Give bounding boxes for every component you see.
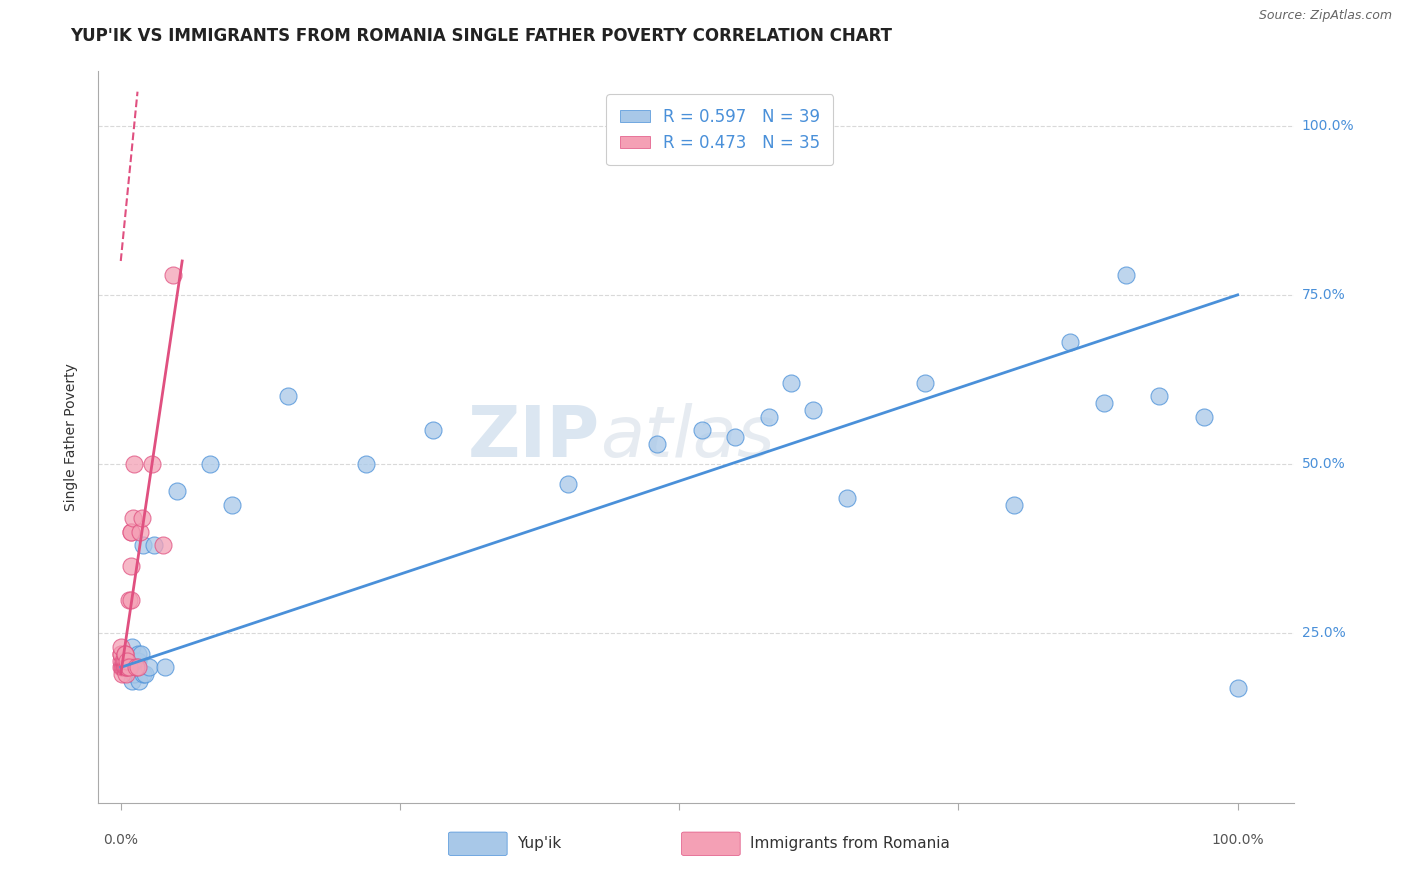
Point: [115, 660, 138, 674]
Point: [127, 647, 149, 661]
Point: [221, 498, 243, 512]
Point: [128, 524, 150, 539]
Point: [557, 477, 579, 491]
Point: [114, 654, 136, 668]
Text: Source: ZipAtlas.com: Source: ZipAtlas.com: [1258, 9, 1392, 22]
Point: [114, 647, 136, 661]
Text: 25.0%: 25.0%: [1302, 626, 1346, 640]
Point: [120, 592, 142, 607]
Point: [120, 558, 142, 573]
Text: YUP'IK VS IMMIGRANTS FROM ROMANIA SINGLE FATHER POVERTY CORRELATION CHART: YUP'IK VS IMMIGRANTS FROM ROMANIA SINGLE…: [70, 27, 893, 45]
Point: [118, 660, 141, 674]
Point: [110, 640, 132, 654]
Point: [110, 654, 132, 668]
Point: [112, 660, 135, 674]
Point: [1059, 335, 1081, 350]
Point: [120, 524, 142, 539]
Point: [138, 660, 160, 674]
Point: [645, 437, 668, 451]
Point: [131, 511, 153, 525]
Text: Immigrants from Romania: Immigrants from Romania: [749, 837, 949, 851]
Point: [1149, 389, 1171, 403]
Point: [121, 673, 143, 688]
Text: 100.0%: 100.0%: [1212, 833, 1264, 847]
Point: [127, 654, 149, 668]
Point: [125, 660, 148, 674]
Point: [780, 376, 803, 390]
FancyBboxPatch shape: [449, 832, 508, 855]
Point: [127, 660, 149, 674]
Point: [155, 660, 177, 674]
Point: [758, 409, 780, 424]
Point: [122, 667, 145, 681]
Point: [124, 660, 146, 674]
Point: [110, 647, 132, 661]
Point: [115, 667, 138, 681]
Text: 75.0%: 75.0%: [1302, 288, 1346, 301]
Point: [162, 268, 184, 282]
Point: [122, 457, 145, 471]
Point: [117, 660, 139, 674]
Point: [122, 511, 145, 525]
Text: 50.0%: 50.0%: [1302, 458, 1346, 471]
Point: [690, 423, 713, 437]
Point: [1092, 396, 1115, 410]
Point: [1115, 268, 1137, 282]
Point: [111, 667, 134, 681]
Point: [801, 403, 824, 417]
Point: [129, 647, 152, 661]
Point: [114, 647, 136, 661]
Text: 100.0%: 100.0%: [1302, 119, 1354, 133]
Point: [112, 660, 135, 674]
Text: Yup'ik: Yup'ik: [517, 837, 561, 851]
Point: [835, 491, 858, 505]
Point: [1192, 409, 1215, 424]
Point: [132, 538, 155, 552]
Point: [117, 660, 139, 674]
Legend: R = 0.597   N = 39, R = 0.473   N = 35: R = 0.597 N = 39, R = 0.473 N = 35: [606, 95, 834, 165]
Point: [1002, 498, 1025, 512]
Point: [111, 654, 134, 668]
Point: [128, 673, 150, 688]
Point: [166, 484, 188, 499]
Point: [114, 660, 136, 674]
Point: [724, 430, 747, 444]
Point: [134, 667, 156, 681]
Point: [110, 660, 132, 674]
Point: [117, 654, 139, 668]
Point: [121, 640, 143, 654]
Point: [277, 389, 299, 403]
Point: [111, 660, 134, 674]
Point: [141, 457, 163, 471]
Point: [110, 647, 132, 661]
Text: ZIP: ZIP: [468, 402, 600, 472]
Point: [1226, 681, 1249, 695]
Point: [152, 538, 174, 552]
Point: [117, 592, 139, 607]
Point: [111, 660, 134, 674]
Point: [132, 667, 155, 681]
Point: [114, 647, 136, 661]
FancyBboxPatch shape: [682, 832, 740, 855]
Point: [143, 538, 166, 552]
Y-axis label: Single Father Poverty: Single Father Poverty: [63, 363, 77, 511]
Text: atlas: atlas: [600, 402, 775, 472]
Point: [198, 457, 221, 471]
Point: [112, 654, 135, 668]
Point: [914, 376, 936, 390]
Point: [114, 660, 136, 674]
Point: [422, 423, 444, 437]
Point: [120, 524, 142, 539]
Text: 0.0%: 0.0%: [103, 833, 138, 847]
Point: [356, 457, 378, 471]
